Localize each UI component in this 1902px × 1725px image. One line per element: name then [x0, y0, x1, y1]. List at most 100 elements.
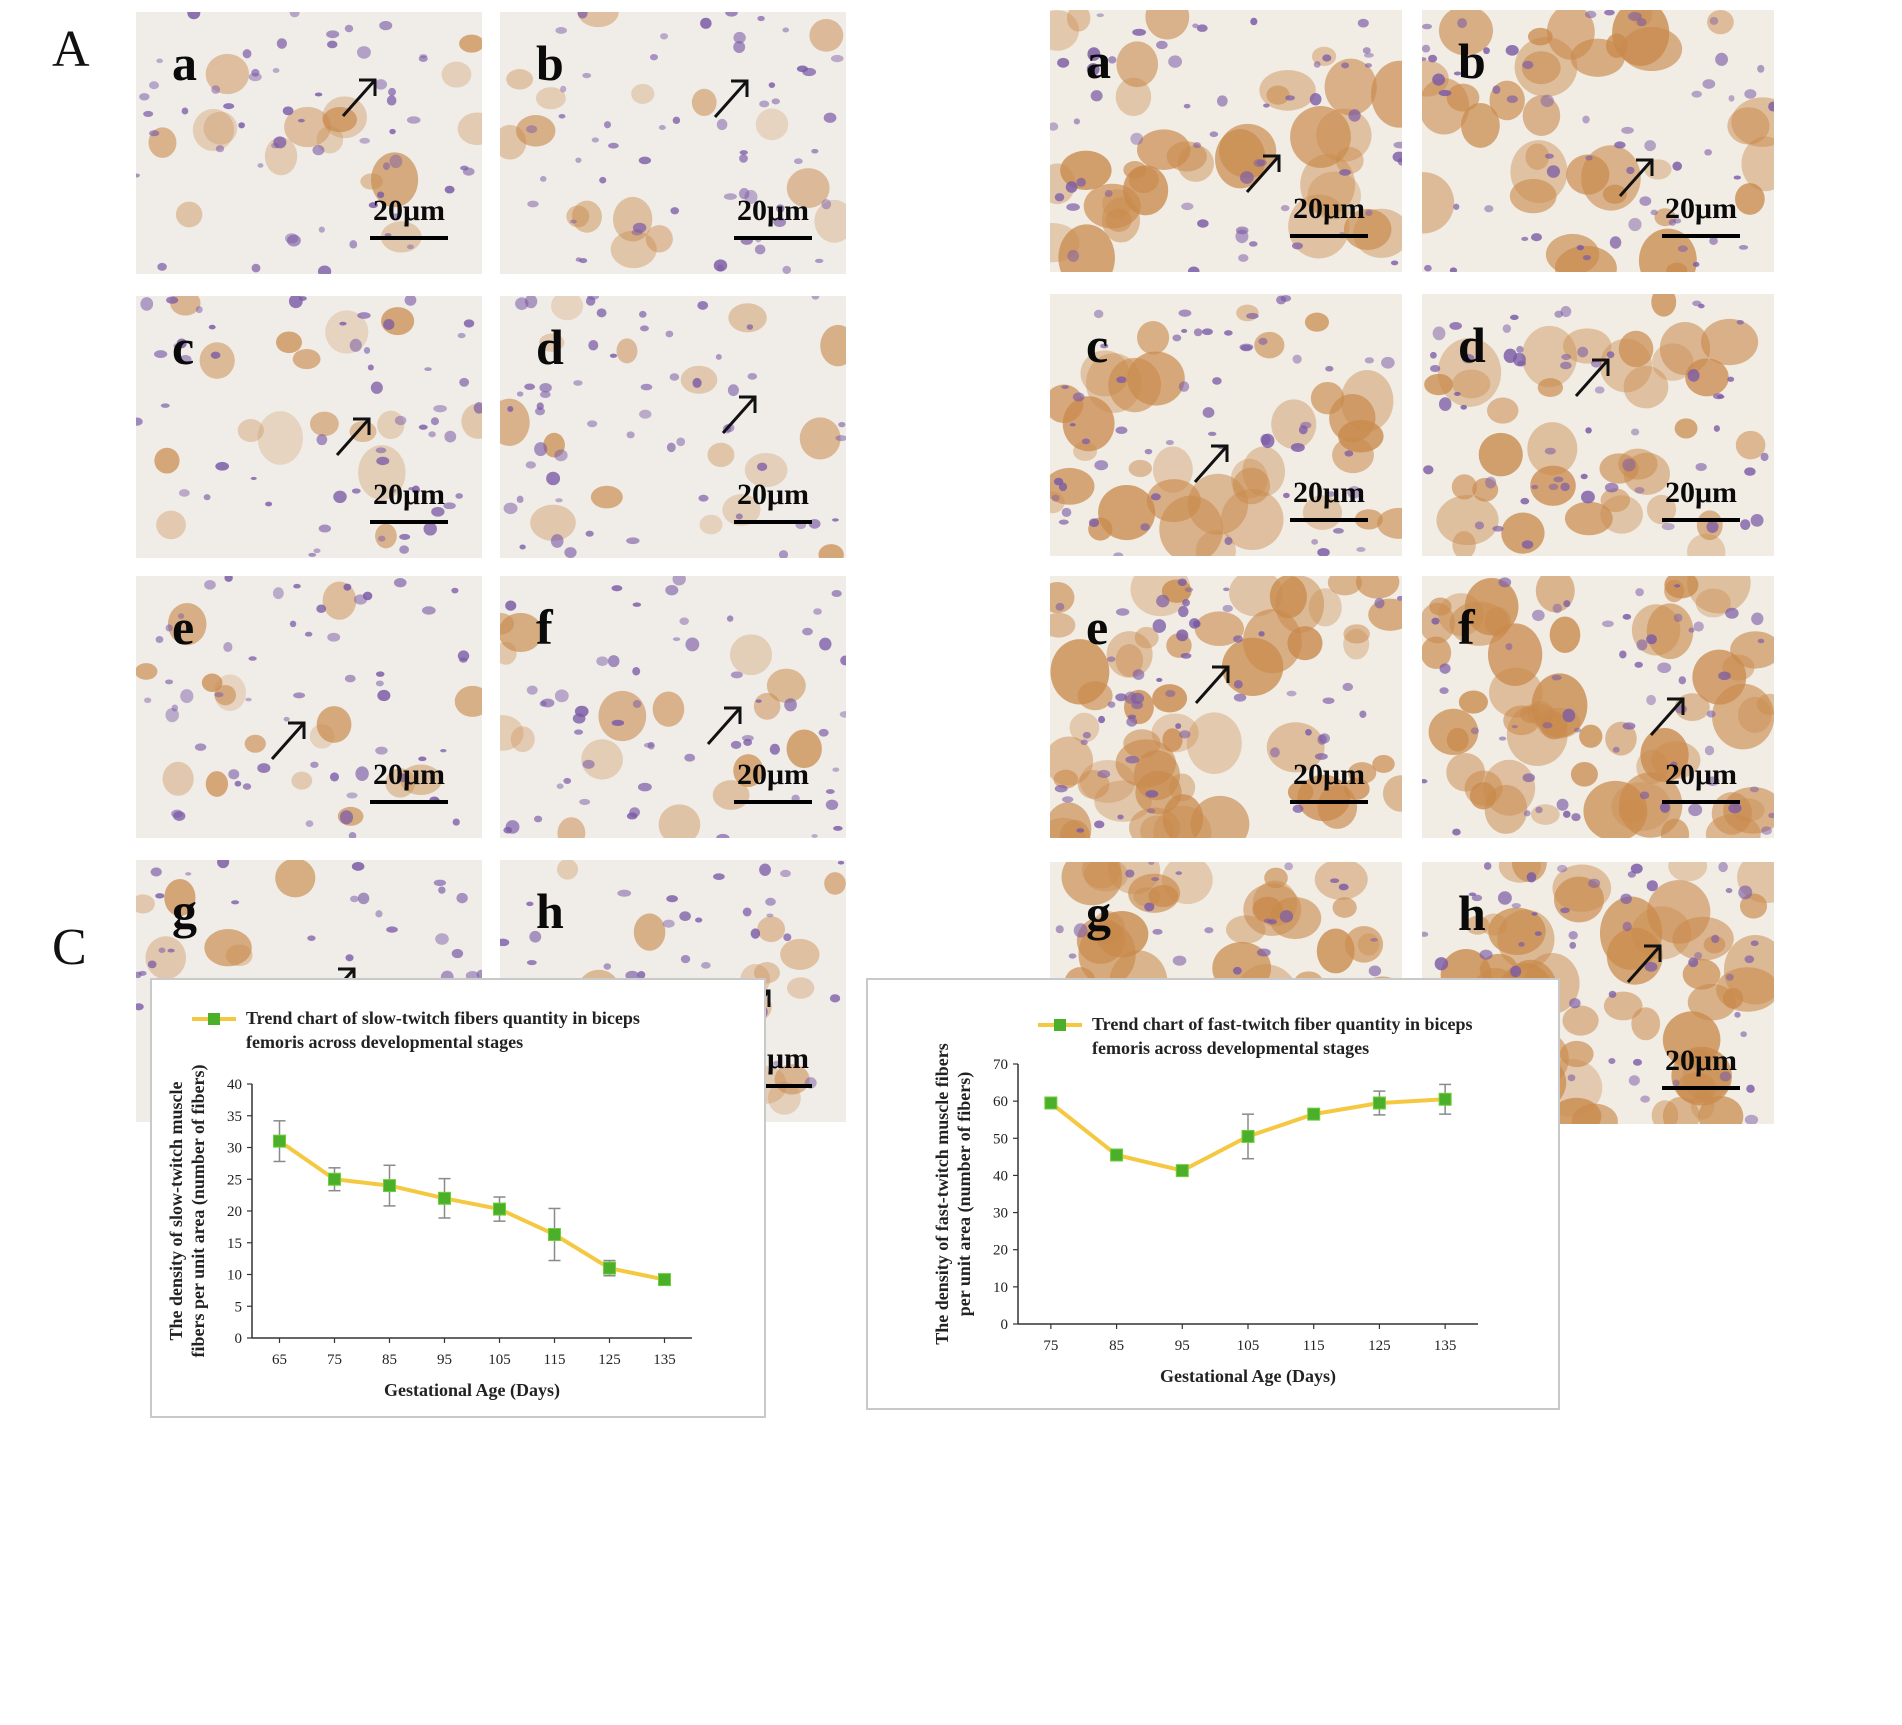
scale-bar-line [1662, 1086, 1740, 1090]
y-tick-label: 10 [227, 1268, 242, 1284]
legend-text-line-2: femoris across developmental stages [1092, 1038, 1369, 1058]
x-tick-label: 135 [653, 1352, 676, 1368]
micrograph-letter: d [1458, 317, 1486, 373]
tissue-texture [1050, 294, 1402, 556]
micrograph-b-f: f 20μm [1422, 576, 1774, 838]
tissue-texture [136, 12, 482, 274]
x-tick-label: 105 [488, 1352, 511, 1368]
scale-bar-line [1290, 234, 1368, 238]
panel-letter-a: A [52, 21, 90, 78]
scale-bar-label: 20μm [1293, 758, 1365, 791]
data-point-marker [328, 1172, 341, 1186]
legend-text-line-2: femoris across developmental stages [246, 1032, 523, 1052]
micrograph-a-d: d 20μm [500, 296, 846, 558]
data-point-marker [1110, 1148, 1124, 1162]
y-axis-label-line-1: The density of fast-twitch muscle fibers [932, 1043, 952, 1344]
arrow-pointer-icon [721, 395, 757, 434]
x-tick-label: 115 [1303, 1338, 1325, 1354]
micrograph-letter: a [172, 35, 197, 91]
x-tick-label: 125 [598, 1352, 621, 1368]
data-point-marker [1372, 1096, 1386, 1110]
x-tick-label: 75 [327, 1352, 342, 1368]
arrow-pointer-icon [335, 417, 371, 456]
data-point-marker [1438, 1092, 1452, 1106]
scale-bar: 20μm [1290, 760, 1368, 804]
tissue-texture [500, 576, 846, 838]
y-tick-label: 70 [993, 1057, 1008, 1073]
scale-bar-line [734, 520, 812, 524]
tissue-texture [136, 296, 482, 558]
y-tick-label: 0 [1001, 1317, 1009, 1333]
y-tick-label: 10 [993, 1280, 1008, 1296]
scale-bar: 20μm [1662, 478, 1740, 522]
y-tick-label: 60 [993, 1094, 1008, 1110]
legend-marker [208, 1013, 220, 1025]
y-tick-label: 40 [227, 1077, 242, 1093]
scale-bar: 20μm [1662, 760, 1740, 804]
scale-bar-label: 20μm [1665, 1044, 1737, 1077]
micrograph-letter: g [1086, 885, 1111, 941]
data-point-marker [1307, 1107, 1321, 1121]
scale-bar-label: 20μm [1665, 192, 1737, 225]
tissue-texture [1422, 576, 1774, 838]
arrow-pointer-icon [1245, 154, 1281, 193]
micrograph-letter: e [172, 599, 195, 655]
micrograph-letter: h [536, 883, 564, 939]
micrograph-b-e: e 20μm [1050, 576, 1402, 838]
scale-bar-label: 20μm [1293, 192, 1365, 225]
chart-svg: 0 10 20 30 40 50 60 70 75 85 95 105 115 125 135 Trend c… [932, 1014, 1478, 1387]
arrow-pointer-icon [270, 721, 306, 760]
scale-bar-line [370, 520, 448, 524]
scale-bar-label: 20μm [1665, 758, 1737, 791]
data-point-marker [1241, 1129, 1255, 1143]
micrograph-letter: d [536, 319, 564, 375]
x-tick-label: 75 [1043, 1338, 1058, 1354]
data-point-marker [658, 1273, 671, 1287]
x-tick-label: 95 [1175, 1338, 1190, 1354]
scale-bar-line [734, 236, 812, 240]
x-tick-label: 85 [1109, 1338, 1124, 1354]
micrograph-letter: h [1458, 885, 1486, 941]
data-point-marker [273, 1134, 286, 1148]
tissue-texture [500, 12, 846, 274]
y-tick-label: 20 [227, 1204, 242, 1220]
panel-letter-c: C [52, 919, 87, 976]
scale-bar-line [734, 800, 812, 804]
scale-bar-label: 20μm [373, 478, 445, 511]
micrograph-letter: b [1458, 33, 1486, 89]
y-axis-label-line-2: fibers per unit area (number of fibers) [188, 1065, 209, 1358]
arrow-pointer-icon [1626, 944, 1662, 983]
y-tick-label: 30 [227, 1141, 242, 1157]
micrograph-letter: b [536, 35, 564, 91]
y-tick-label: 30 [993, 1206, 1008, 1222]
x-axis-label: Gestational Age (Days) [384, 1380, 560, 1401]
x-tick-label: 105 [1237, 1338, 1260, 1354]
scale-bar-label: 20μm [737, 758, 809, 791]
micrograph-a-f: f 20μm [500, 576, 846, 838]
scale-bar: 20μm [370, 480, 448, 524]
micrograph-letter: c [1086, 317, 1109, 373]
x-axis-label: Gestational Age (Days) [1160, 1366, 1336, 1387]
scale-bar-line [1290, 518, 1368, 522]
data-point-marker [1044, 1096, 1058, 1110]
scale-bar-line [370, 800, 448, 804]
y-tick-label: 5 [235, 1299, 243, 1315]
y-tick-label: 35 [227, 1109, 242, 1125]
x-tick-label: 95 [437, 1352, 452, 1368]
data-point-marker [603, 1261, 616, 1275]
data-point-marker [1175, 1164, 1189, 1178]
micrograph-a-a: a 20μm [136, 12, 482, 274]
arrow-pointer-icon [1649, 697, 1685, 736]
tissue-texture [1050, 576, 1402, 838]
scale-bar: 20μm [1662, 1046, 1740, 1090]
tissue-texture [500, 296, 846, 558]
micrograph-letter: e [1086, 599, 1109, 655]
scale-bar: 20μm [734, 760, 812, 804]
micrograph-a-c: c 20μm [136, 296, 482, 558]
arrow-pointer-icon [1574, 358, 1610, 397]
y-tick-label: 0 [235, 1331, 243, 1347]
data-point-marker [438, 1191, 451, 1205]
micrograph-letter: c [172, 319, 195, 375]
micrograph-b-d: d 20μm [1422, 294, 1774, 556]
x-tick-label: 125 [1368, 1338, 1391, 1354]
